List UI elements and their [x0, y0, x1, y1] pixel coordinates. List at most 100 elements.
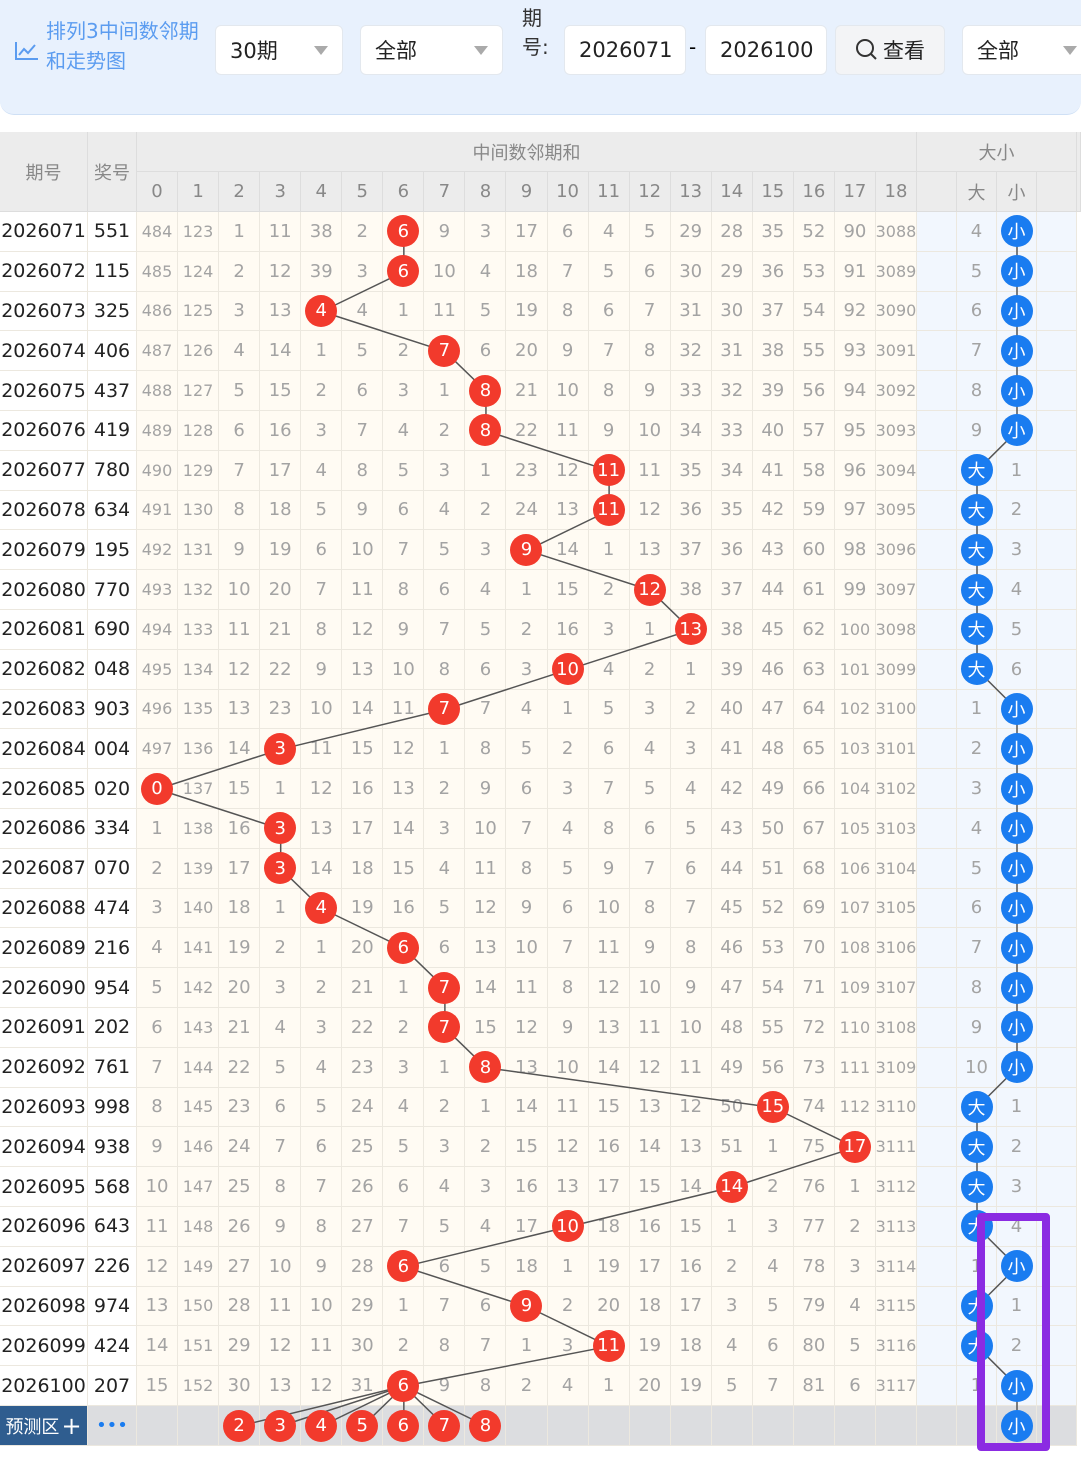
issue-to-input[interactable]: 2026100 — [705, 25, 827, 75]
value-cell: 6 — [465, 649, 507, 690]
size-blank — [917, 212, 957, 252]
value-cell: 29 — [219, 1326, 261, 1367]
value-cell: 19 — [670, 1366, 712, 1406]
value-cell: 79 — [793, 1286, 835, 1327]
size-blank — [917, 769, 957, 809]
value-cell: 3107 — [876, 968, 917, 1008]
period-select[interactable]: 30期 — [215, 25, 343, 75]
value-cell: 7 — [752, 1366, 794, 1406]
value-cell: 32 — [670, 331, 712, 372]
value-cell: 9 — [342, 490, 384, 531]
value-cell: 8 — [260, 1167, 302, 1207]
value-cell: 37 — [752, 291, 794, 332]
size-ball: 小 — [1000, 931, 1033, 964]
hit-ball: 15 — [756, 1090, 789, 1123]
value-cell: 12 — [506, 1008, 548, 1048]
value-cell: 4 — [301, 1047, 343, 1088]
value-cell: 2 — [424, 1087, 466, 1128]
value-cell: 5 — [137, 968, 179, 1008]
value-cell: 43 — [752, 530, 794, 571]
value-cell: 9 — [137, 1127, 179, 1168]
value-cell: 17 — [588, 1167, 630, 1207]
value-cell: 125 — [178, 291, 220, 332]
header-size-col — [917, 172, 957, 212]
value-cell: 9 — [424, 212, 466, 252]
predict-ball[interactable]: 4 — [305, 1409, 338, 1442]
size-blank — [1037, 1127, 1077, 1168]
predict-ball[interactable]: 2 — [223, 1409, 256, 1442]
add-icon[interactable]: + — [61, 1411, 82, 1440]
size-blank — [917, 1326, 957, 1367]
type-select[interactable]: 全部 — [360, 25, 503, 75]
filter-select[interactable]: 全部 — [962, 25, 1081, 75]
value-cell: 4 — [301, 291, 343, 332]
predict-ball[interactable]: 3 — [264, 1409, 297, 1442]
value-cell: 3 — [137, 888, 179, 929]
value-cell: 2 — [506, 1366, 548, 1406]
view-button[interactable]: 查看 — [835, 25, 945, 75]
value-cell: 19 — [506, 291, 548, 332]
value-cell: 9 — [629, 371, 671, 411]
value-cell: 6 — [670, 848, 712, 889]
value-cell: 130 — [178, 490, 220, 531]
value-cell: 11 — [342, 570, 384, 610]
value-cell: 489 — [137, 411, 179, 451]
predict-cell: 2 — [219, 1406, 261, 1446]
value-cell: 3116 — [876, 1326, 917, 1367]
hit-ball: 7 — [428, 1011, 461, 1044]
value-cell: 1 — [588, 1366, 630, 1406]
predict-cell: 7 — [424, 1406, 466, 1446]
predict-ball[interactable]: 6 — [387, 1409, 420, 1442]
value-cell: 10 — [260, 1246, 302, 1287]
value-cell: 12 — [629, 1047, 671, 1088]
value-cell: 76 — [793, 1167, 835, 1207]
value-cell: 5 — [506, 729, 548, 770]
size-blank — [917, 729, 957, 770]
value-cell: 28 — [219, 1286, 261, 1327]
value-cell: 3102 — [876, 769, 917, 809]
predict-cell: 8 — [465, 1406, 507, 1446]
value-cell: 13 — [588, 1008, 630, 1048]
value-cell: 12 — [465, 888, 507, 929]
value-cell: 31 — [342, 1366, 384, 1406]
hit-ball: 13 — [674, 613, 707, 646]
size-cell: 6 — [957, 888, 997, 929]
issue-cell: 2026073 — [0, 291, 88, 332]
value-cell: 4 — [424, 1167, 466, 1207]
number-cell: 903 — [88, 689, 137, 730]
size-cell: 大 — [957, 1167, 997, 1207]
value-cell: 4 — [711, 1326, 753, 1367]
value-cell: 11 — [588, 928, 630, 969]
value-cell: 3113 — [876, 1207, 917, 1247]
size-ball: 大 — [960, 573, 993, 606]
value-cell: 7 — [629, 848, 671, 889]
value-cell: 142 — [178, 968, 220, 1008]
value-cell: 147 — [178, 1167, 220, 1207]
value-cell: 3 — [383, 1047, 425, 1088]
predict-ball[interactable]: 7 — [428, 1409, 461, 1442]
value-cell: 26 — [219, 1207, 261, 1247]
predict-more-button[interactable]: ••• — [88, 1406, 137, 1446]
value-cell: 6 — [383, 1167, 425, 1207]
value-cell: 6 — [301, 1127, 343, 1168]
value-cell: 10 — [219, 570, 261, 610]
size-blank — [917, 371, 957, 411]
size-cell: 大 — [957, 570, 997, 610]
value-cell: 2 — [834, 1207, 876, 1247]
predict-ball[interactable]: 5 — [346, 1409, 379, 1442]
issue-from-input[interactable]: 2026071 — [564, 25, 686, 75]
value-cell: 6 — [547, 888, 589, 929]
predict-ball[interactable]: 8 — [469, 1409, 502, 1442]
value-cell: 148 — [178, 1207, 220, 1247]
value-cell: 18 — [670, 1326, 712, 1367]
value-cell: 47 — [752, 689, 794, 730]
value-cell: 1 — [629, 610, 671, 650]
size-cell: 小 — [997, 331, 1037, 372]
value-cell: 14 — [547, 530, 589, 571]
value-cell: 10 — [424, 251, 466, 292]
value-cell: 5 — [465, 610, 507, 650]
value-cell: 51 — [752, 848, 794, 889]
chevron-down-icon — [1063, 46, 1077, 55]
value-cell: 15 — [383, 848, 425, 889]
value-cell: 1 — [752, 1127, 794, 1168]
